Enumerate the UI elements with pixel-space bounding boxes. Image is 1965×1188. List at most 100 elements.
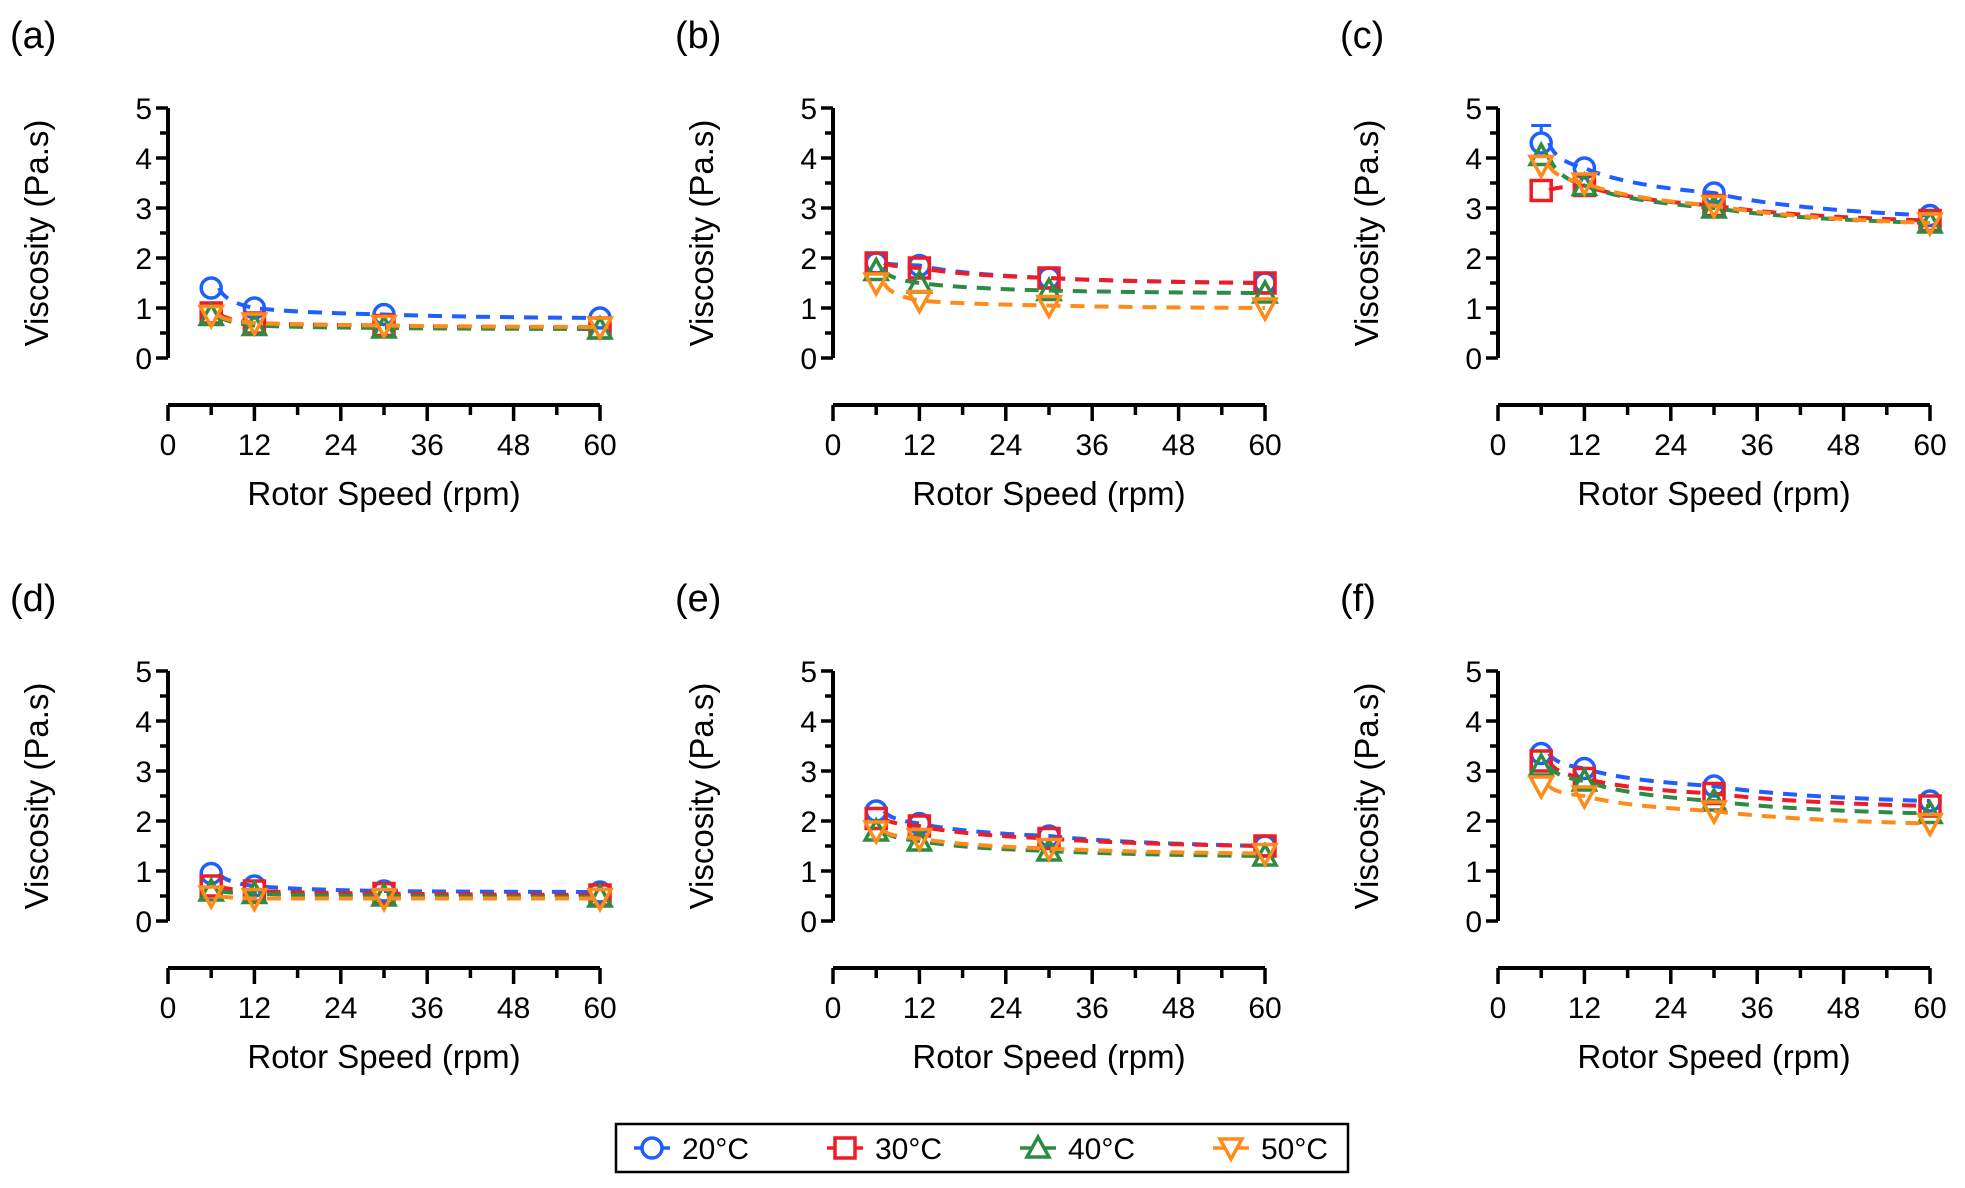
x-tick-label: 24: [1654, 429, 1687, 462]
y-tick-label: 1: [1465, 293, 1482, 326]
y-tick-label: 3: [1465, 756, 1482, 789]
data-point: [1700, 786, 1728, 812]
series-fit-line: [1547, 752, 1931, 803]
data-point: [586, 887, 614, 914]
series-fit-line: [217, 314, 601, 331]
data-point: [1916, 812, 1944, 839]
data-point: [586, 316, 614, 342]
legend-marker-circle-icon: [640, 1136, 664, 1160]
y-tick-label: 2: [135, 243, 152, 276]
x-tick-label: 60: [1248, 992, 1281, 1025]
y-tick-label: 4: [800, 706, 817, 739]
y-tick-label: 2: [1465, 243, 1482, 276]
y-tick-label: 4: [135, 706, 152, 739]
y-tick-label: 0: [1465, 906, 1482, 939]
y-tick-label: 5: [135, 93, 152, 126]
data-point: [1916, 212, 1944, 238]
series-fit-line: [882, 816, 1266, 848]
x-tick-label: 0: [1490, 429, 1507, 462]
x-tick-label: 60: [1913, 992, 1946, 1025]
data-point: [1527, 751, 1556, 777]
data-point: [1037, 266, 1061, 290]
data-point: [370, 314, 398, 341]
y-tick-label: 2: [1465, 806, 1482, 839]
x-tick-label: 36: [411, 992, 444, 1025]
data-point: [1527, 140, 1556, 167]
x-tick-label: 12: [1568, 429, 1601, 462]
y-tick-label: 5: [800, 656, 817, 689]
x-axis-title: Rotor Speed (rpm): [247, 475, 520, 512]
y-axis-title: Viscosity (Pa.s): [683, 683, 720, 910]
data-point: [370, 887, 398, 914]
x-tick-label: 36: [411, 429, 444, 462]
data-point: [1700, 194, 1728, 221]
data-point: [197, 304, 226, 331]
x-tick-label: 48: [1162, 429, 1195, 462]
y-tick-label: 1: [800, 856, 817, 889]
y-tick-label: 1: [135, 856, 152, 889]
legend-marker-triangle-up-icon: [1024, 1133, 1052, 1159]
series-fit-line: [217, 313, 601, 329]
y-tick-label: 2: [135, 806, 152, 839]
data-point: [1529, 178, 1553, 203]
y-axis-title: Viscosity (Pa.s): [18, 120, 55, 347]
legend-label: 30°C: [875, 1133, 942, 1166]
y-tick-label: 4: [800, 143, 817, 176]
panel-label: (b): [675, 15, 721, 57]
y-tick-label: 2: [800, 243, 817, 276]
data-point: [240, 878, 269, 905]
data-point: [1251, 278, 1279, 304]
x-tick-label: 24: [324, 429, 357, 462]
y-tick-label: 5: [800, 93, 817, 126]
data-point: [1035, 837, 1063, 864]
x-tick-label: 12: [903, 429, 936, 462]
data-point: [1035, 294, 1063, 321]
x-axis-title: Rotor Speed (rpm): [1577, 1038, 1850, 1075]
y-tick-label: 3: [1465, 193, 1482, 226]
x-tick-label: 36: [1741, 992, 1774, 1025]
data-point: [370, 881, 398, 907]
series-fit-line: [1548, 183, 1931, 223]
data-point: [240, 887, 269, 914]
x-tick-label: 60: [1248, 429, 1281, 462]
x-tick-label: 48: [497, 429, 530, 462]
x-tick-label: 36: [1076, 992, 1109, 1025]
y-tick-label: 3: [800, 756, 817, 789]
series-fit-line: [882, 269, 1266, 295]
y-tick-label: 1: [1465, 856, 1482, 889]
series-fit-line: [1547, 142, 1931, 218]
x-tick-label: 12: [903, 992, 936, 1025]
x-axis-title: Rotor Speed (rpm): [247, 1038, 520, 1075]
data-point: [905, 827, 934, 854]
legend-marker-triangle-down-icon: [1217, 1137, 1245, 1163]
x-tick-label: 24: [324, 992, 357, 1025]
data-point: [1251, 297, 1279, 323]
y-tick-label: 2: [800, 806, 817, 839]
x-tick-label: 0: [160, 429, 177, 462]
x-tick-label: 36: [1076, 429, 1109, 462]
series-fit-line: [218, 894, 600, 901]
data-point: [197, 876, 226, 902]
x-tick-label: 48: [1827, 429, 1860, 462]
x-tick-label: 36: [1741, 429, 1774, 462]
series-fit-line: [217, 872, 601, 894]
x-tick-label: 24: [1654, 992, 1687, 1025]
data-point: [907, 256, 932, 280]
legend-marker-square-icon: [833, 1136, 857, 1160]
x-axis-title: Rotor Speed (rpm): [912, 1038, 1185, 1075]
panel-label: (c): [1340, 15, 1384, 57]
legend-item: 50°C: [1213, 1133, 1328, 1166]
data-point: [862, 272, 891, 298]
legend-label: 50°C: [1261, 1133, 1328, 1166]
y-tick-label: 5: [1465, 93, 1482, 126]
data-point: [1529, 749, 1553, 773]
y-tick-label: 3: [135, 193, 152, 226]
data-point: [1251, 842, 1279, 869]
data-point: [197, 885, 226, 911]
x-tick-label: 48: [1827, 992, 1860, 1025]
